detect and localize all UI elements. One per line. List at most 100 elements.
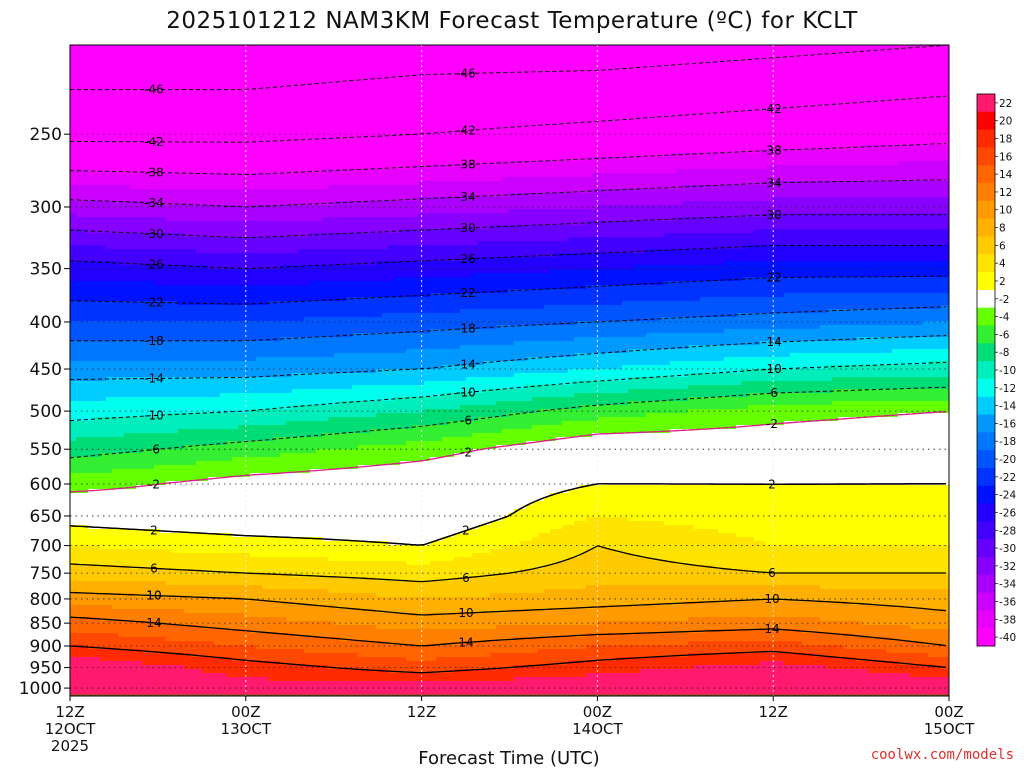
- field-cell: [172, 645, 179, 650]
- field-cell: [160, 557, 167, 562]
- field-cell: [106, 509, 113, 514]
- field-cell: [82, 577, 89, 582]
- field-cell: [184, 105, 191, 110]
- field-cell: [250, 357, 257, 362]
- field-cell: [112, 133, 119, 138]
- field-cell: [118, 665, 125, 670]
- field-cell: [106, 673, 113, 678]
- field-cell: [166, 137, 173, 142]
- field-cell: [160, 605, 167, 610]
- field-cell: [190, 285, 197, 290]
- field-cell: [232, 677, 239, 682]
- field-cell: [232, 601, 239, 606]
- field-cell: [244, 529, 251, 534]
- field-cell: [244, 433, 251, 438]
- field-cell: [88, 153, 95, 158]
- field-cell: [178, 561, 185, 566]
- field-cell: [214, 97, 221, 102]
- field-cell: [76, 69, 83, 74]
- field-cell: [160, 253, 167, 258]
- field-cell: [148, 197, 155, 202]
- field-cell: [208, 497, 215, 502]
- field-cell: [244, 149, 251, 154]
- field-cell: [136, 113, 143, 118]
- field-cell: [226, 505, 233, 510]
- field-cell: [70, 545, 77, 550]
- field-cell: [202, 281, 209, 286]
- field-cell: [142, 549, 149, 554]
- field-cell: [136, 85, 143, 90]
- field-cell: [232, 377, 239, 382]
- field-cell: [238, 133, 245, 138]
- field-cell: [100, 593, 107, 598]
- field-cell: [118, 197, 125, 202]
- field-cell: [100, 565, 107, 570]
- field-cell: [70, 585, 77, 590]
- field-cell: [118, 637, 125, 642]
- field-cell: [214, 405, 221, 410]
- field-cell: [214, 481, 221, 486]
- field-cell: [148, 237, 155, 242]
- field-cell: [130, 685, 137, 690]
- field-cell: [244, 261, 251, 266]
- field-cell: [142, 545, 149, 550]
- field-cell: [166, 125, 173, 130]
- field-cell: [94, 425, 101, 430]
- field-cell: [124, 373, 131, 378]
- field-cell: [142, 573, 149, 578]
- field-cell: [190, 73, 197, 78]
- field-cell: [100, 269, 107, 274]
- field-cell: [142, 617, 149, 622]
- field-cell: [118, 485, 125, 490]
- field-cell: [142, 425, 149, 430]
- field-cell: [166, 673, 173, 678]
- field-cell: [70, 45, 77, 50]
- field-cell: [124, 341, 131, 346]
- field-cell: [118, 273, 125, 278]
- field-cell: [214, 289, 221, 294]
- field-cell: [130, 325, 137, 330]
- field-cell: [184, 377, 191, 382]
- field-cell: [178, 249, 185, 254]
- field-cell: [88, 641, 95, 646]
- field-cell: [70, 365, 77, 370]
- field-cell: [250, 369, 257, 374]
- field-cell: [94, 213, 101, 218]
- field-cell: [178, 577, 185, 582]
- field-cell: [250, 457, 257, 462]
- field-cell: [130, 365, 137, 370]
- field-cell: [82, 425, 89, 430]
- field-cell: [154, 429, 161, 434]
- field-cell: [148, 393, 155, 398]
- field-cell: [94, 593, 101, 598]
- field-cell: [190, 409, 197, 414]
- field-cell: [214, 165, 221, 170]
- field-cell: [208, 397, 215, 402]
- field-cell: [118, 325, 125, 330]
- field-cell: [100, 73, 107, 78]
- field-cell: [244, 609, 251, 614]
- field-cell: [136, 641, 143, 646]
- field-cell: [190, 433, 197, 438]
- field-cell: [154, 533, 161, 538]
- field-cell: [70, 425, 77, 430]
- field-cell: [130, 641, 137, 646]
- field-cell: [154, 481, 161, 486]
- field-cell: [82, 385, 89, 390]
- field-cell: [148, 521, 155, 526]
- field-cell: [130, 297, 137, 302]
- field-cell: [238, 649, 245, 654]
- field-cell: [202, 381, 209, 386]
- field-cell: [196, 305, 203, 310]
- field-cell: [190, 437, 197, 442]
- field-cell: [190, 125, 197, 130]
- field-cell: [148, 177, 155, 182]
- field-cell: [238, 221, 245, 226]
- field-cell: [76, 397, 83, 402]
- field-cell: [76, 261, 83, 266]
- field-cell: [172, 385, 179, 390]
- field-cell: [130, 181, 137, 186]
- field-cell: [190, 313, 197, 318]
- field-cell: [94, 409, 101, 414]
- field-cell: [100, 661, 107, 666]
